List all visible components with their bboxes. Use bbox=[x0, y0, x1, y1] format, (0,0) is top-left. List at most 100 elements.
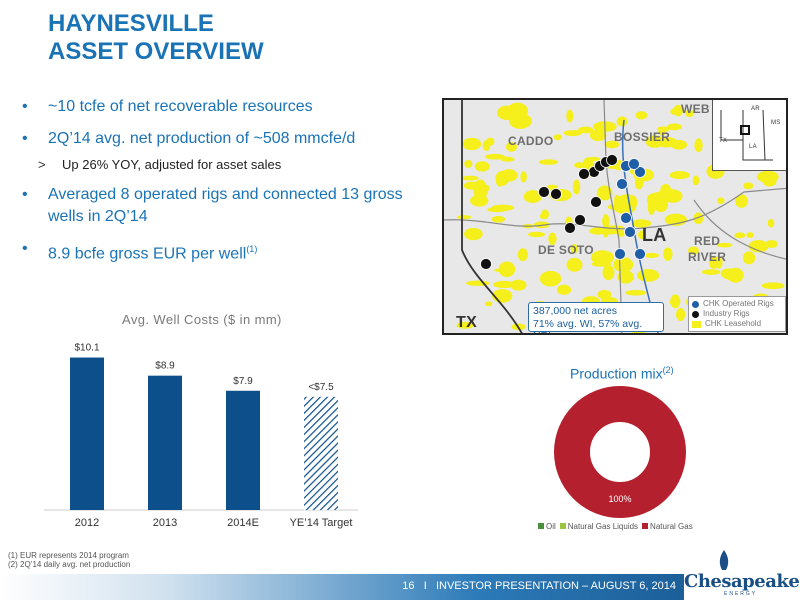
logo-wordmark: Chesapeake bbox=[684, 571, 800, 592]
industry-rig-icon bbox=[480, 258, 492, 270]
leasehold-patch bbox=[591, 261, 612, 267]
leasehold-swatch-icon bbox=[692, 320, 701, 328]
footnote-ref: (1) bbox=[246, 244, 258, 254]
leasehold-patch bbox=[688, 246, 699, 255]
sub-bullet-item: > Up 26% YOY, adjusted for asset sales bbox=[22, 154, 422, 176]
inset-ms-label: MS bbox=[771, 120, 781, 126]
production-mix-chart: 100% bbox=[554, 386, 686, 518]
leasehold-patch bbox=[464, 227, 483, 241]
bullet-item: • 2Q’14 avg. net production of ~508 mmcfe… bbox=[22, 128, 422, 150]
leasehold-patch bbox=[577, 126, 594, 134]
chk-rig-icon bbox=[628, 158, 640, 170]
chk-rig-icon bbox=[616, 178, 628, 190]
leasehold-patch bbox=[714, 255, 723, 269]
leasehold-patch bbox=[482, 139, 491, 152]
leasehold-patch bbox=[616, 194, 638, 208]
inset-ar-label: AR bbox=[751, 106, 760, 112]
industry-rig-icon bbox=[574, 214, 586, 226]
slice-label: 100% bbox=[608, 494, 631, 504]
leasehold-patch bbox=[693, 212, 704, 225]
bullet-dot-icon: • bbox=[22, 98, 28, 115]
bullet-dot-icon: • bbox=[22, 130, 28, 147]
leasehold-patch bbox=[498, 261, 516, 278]
industry-rig-icon bbox=[606, 154, 618, 166]
leasehold-patch bbox=[517, 248, 528, 262]
industry-rig-icon bbox=[538, 186, 550, 198]
chk-rig-icon bbox=[620, 212, 632, 224]
caddo-label: CADDO bbox=[508, 134, 554, 148]
leasehold-patch bbox=[761, 282, 785, 290]
x-tick-label: YE’14 Target bbox=[290, 517, 353, 529]
footnote-2: (2) 2Q’14 daily avg. net production bbox=[8, 560, 131, 569]
leasehold-patch bbox=[474, 161, 490, 172]
chk-rig-icon bbox=[624, 226, 636, 238]
inset-la-label: LA bbox=[749, 144, 757, 150]
leasehold-patch bbox=[484, 301, 493, 307]
flame-icon bbox=[719, 550, 729, 570]
la-label: LA bbox=[642, 225, 667, 245]
river-label: RIVER bbox=[688, 250, 727, 264]
bullet-list: • ~10 tcfe of net recoverable resources •… bbox=[22, 96, 422, 275]
leasehold-patch bbox=[464, 160, 473, 168]
well-cost-chart-title: Avg. Well Costs ($ in mm) bbox=[122, 312, 282, 327]
leasehold-patch bbox=[492, 280, 516, 289]
leasehold-patch bbox=[602, 264, 615, 281]
leasehold-patch bbox=[636, 269, 660, 282]
leasehold-patch bbox=[463, 181, 481, 190]
leasehold-patch bbox=[456, 215, 472, 220]
oil-swatch-icon bbox=[538, 523, 544, 529]
bullet-text: Up 26% YOY, adjusted for asset sales bbox=[62, 157, 282, 172]
bullet-text: ~10 tcfe of net recoverable resources bbox=[48, 98, 313, 115]
leasehold-patch bbox=[462, 137, 482, 151]
leasehold-patch bbox=[506, 141, 517, 152]
rig-markers bbox=[480, 154, 646, 270]
leasehold-patch bbox=[701, 269, 721, 275]
acreage-callout: 387,000 net acres 71% avg. WI, 57% avg. … bbox=[528, 302, 664, 333]
leasehold-patch bbox=[539, 213, 547, 219]
production-mix-title: Production mix(2) bbox=[570, 365, 674, 382]
industry-rig-icon bbox=[550, 188, 562, 200]
leasehold-patch bbox=[675, 307, 686, 321]
legend-label: CHK Leasehold bbox=[705, 319, 762, 328]
leasehold-patch bbox=[548, 232, 557, 246]
bullet-text: 8.9 bcfe gross EUR per well bbox=[48, 245, 247, 263]
chesapeake-logo: Chesapeake ENERGY bbox=[684, 548, 800, 598]
leasehold-patch bbox=[617, 270, 634, 284]
industry-rig-icon bbox=[590, 196, 602, 208]
desoto-label: DE SOTO bbox=[538, 243, 594, 257]
bar-2012 bbox=[70, 357, 104, 510]
leasehold-patch bbox=[597, 289, 612, 300]
inset-tx-label: TX bbox=[719, 138, 728, 144]
leasehold-patch bbox=[553, 134, 562, 141]
bullet-text: 2Q’14 avg. net production of ~508 mmcfe/… bbox=[48, 130, 356, 147]
leasehold-patch bbox=[716, 242, 733, 248]
bar-ye-14-target bbox=[304, 396, 338, 510]
leasehold-patch bbox=[510, 279, 527, 291]
industry-rig-icon bbox=[692, 310, 699, 318]
leasehold-patch bbox=[743, 182, 754, 190]
leasehold-patch bbox=[538, 159, 559, 165]
leasehold-patch bbox=[456, 321, 474, 329]
footer-caption: INVESTOR PRESENTATION – AUGUST 6, 2014 bbox=[435, 580, 676, 592]
footer-bar: 16 I INVESTOR PRESENTATION – AUGUST 6, 2… bbox=[0, 574, 684, 600]
leasehold-patch bbox=[658, 128, 667, 136]
leasehold-patch bbox=[644, 252, 660, 258]
leasehold-patch bbox=[572, 179, 581, 195]
leasehold-patch bbox=[655, 137, 678, 148]
leasehold-patch bbox=[631, 219, 652, 228]
legend-row: CHK Operated Rigs bbox=[692, 299, 782, 309]
leasehold-patch bbox=[563, 129, 582, 137]
leasehold-patch bbox=[596, 185, 613, 201]
leasehold-patch bbox=[722, 268, 741, 280]
tx-label: TX bbox=[456, 314, 478, 331]
chk-rig-icon bbox=[634, 166, 646, 178]
locator-inset: AR MS TX LA bbox=[712, 100, 786, 171]
bar-2014e bbox=[226, 390, 260, 510]
leasehold-patch bbox=[500, 169, 518, 182]
leasehold-patch bbox=[497, 105, 517, 121]
leasehold-patch bbox=[528, 231, 546, 238]
footer-text: 16 I INVESTOR PRESENTATION – AUGUST 6, 2… bbox=[402, 580, 676, 592]
industry-rig-icon bbox=[564, 222, 576, 234]
leasehold-patch bbox=[574, 162, 585, 169]
legend-row: Industry Rigs bbox=[692, 309, 782, 319]
